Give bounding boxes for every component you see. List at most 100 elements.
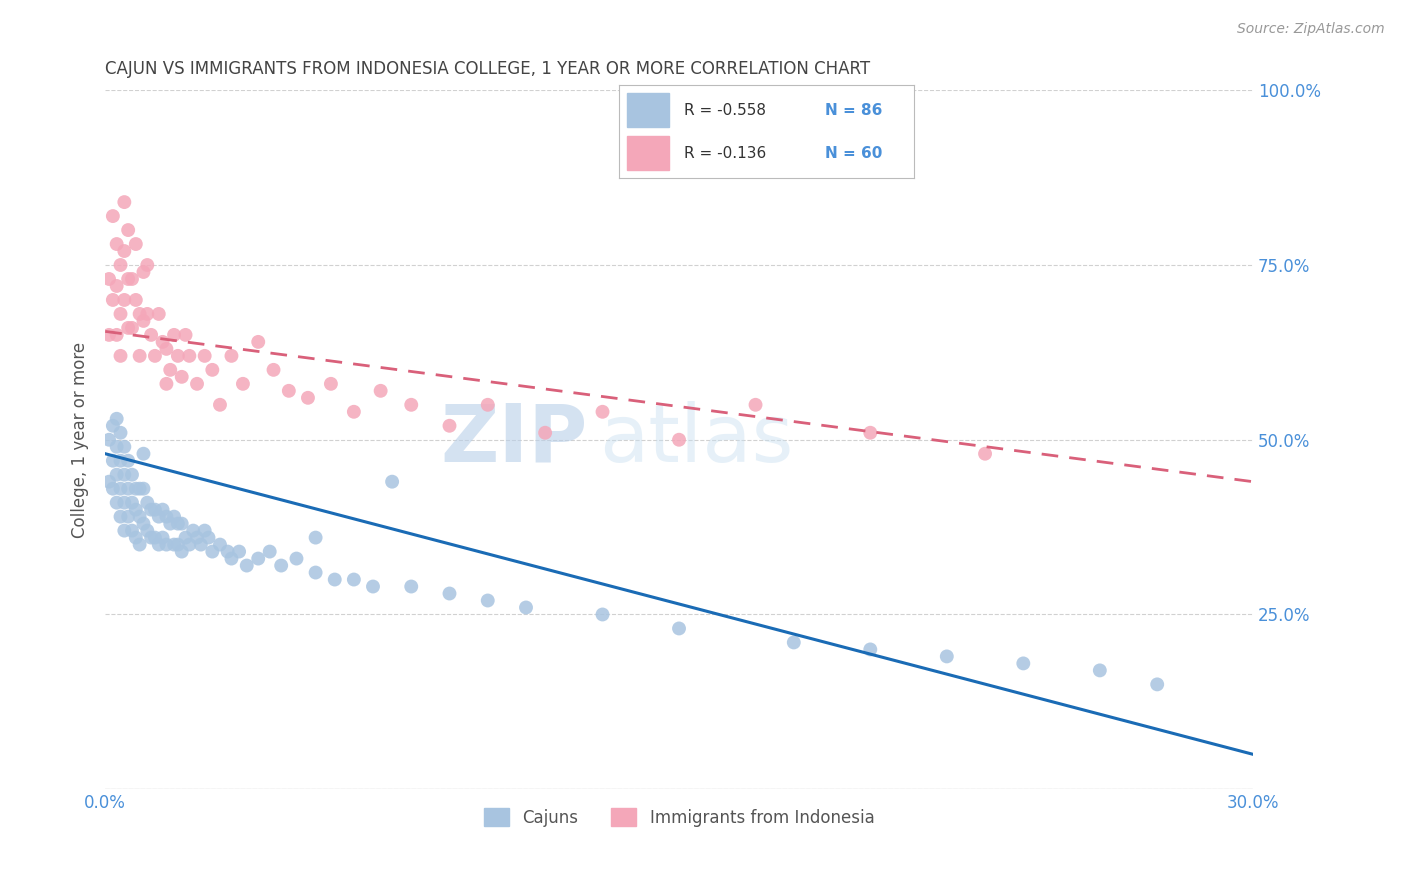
Point [112,467,135,482]
Point [190,538,212,552]
Point [136,258,159,272]
Point [110,482,132,496]
Point [152,334,174,349]
Point [128,538,150,552]
Point [110,307,132,321]
Point [167,516,190,531]
Point [179,538,201,552]
Point [668,433,690,447]
Point [128,482,150,496]
Point [399,398,422,412]
Point [186,531,208,545]
Point [197,531,219,545]
Point [117,453,139,467]
Point [370,384,392,398]
Point [247,551,270,566]
Point [744,398,766,412]
Point [155,538,177,552]
Point [247,334,270,349]
Point [125,531,148,545]
Point [297,391,319,405]
Point [98,475,121,489]
Point [110,453,132,467]
Point [208,538,231,552]
Point [477,398,499,412]
Point [128,307,150,321]
Point [167,349,190,363]
Point [935,649,957,664]
Point [136,524,159,538]
Point [323,573,346,587]
Point [132,265,155,279]
Point [110,258,132,272]
Point [105,440,128,454]
Point [228,544,250,558]
Point [1088,664,1111,678]
Point [132,516,155,531]
Point [105,496,128,510]
Point [139,502,162,516]
Point [112,195,135,210]
Point [152,531,174,545]
Point [110,349,132,363]
Point [155,342,177,356]
Point [125,482,148,496]
Point [101,209,124,223]
Point [101,482,124,496]
Point [101,418,124,433]
Point [477,593,499,607]
Point [121,524,143,538]
Point [439,586,461,600]
Point [181,524,204,538]
Legend: Cajuns, Immigrants from Indonesia: Cajuns, Immigrants from Indonesia [477,802,882,833]
Point [132,482,155,496]
Point [128,349,150,363]
Point [259,544,281,558]
Point [112,524,135,538]
Point [155,509,177,524]
Point [121,467,143,482]
Point [285,551,308,566]
Point [110,509,132,524]
Point [139,327,162,342]
Point [343,573,366,587]
Text: Source: ZipAtlas.com: Source: ZipAtlas.com [1237,22,1385,37]
Point [112,293,135,307]
Point [270,558,292,573]
Point [117,321,139,335]
Point [143,531,166,545]
Point [263,363,285,377]
Point [304,531,326,545]
Point [117,509,139,524]
Point [592,607,614,622]
Point [112,244,135,258]
Text: N = 86: N = 86 [825,103,883,118]
Point [136,496,159,510]
Point [163,538,186,552]
Point [439,418,461,433]
Bar [627,93,669,127]
Point [148,307,170,321]
Point [277,384,299,398]
Text: CAJUN VS IMMIGRANTS FROM INDONESIA COLLEGE, 1 YEAR OR MORE CORRELATION CHART: CAJUN VS IMMIGRANTS FROM INDONESIA COLLE… [105,60,870,78]
Point [105,411,128,425]
Point [208,398,231,412]
Point [117,272,139,286]
Point [101,293,124,307]
Point [399,580,422,594]
Point [515,600,537,615]
Point [105,237,128,252]
Point [148,509,170,524]
Point [132,314,155,328]
Point [304,566,326,580]
Point [110,425,132,440]
Text: R = -0.136: R = -0.136 [683,145,766,161]
Point [859,642,882,657]
Point [235,558,257,573]
Point [163,509,186,524]
Text: R = -0.558: R = -0.558 [683,103,766,118]
Y-axis label: College, 1 year or more: College, 1 year or more [72,342,89,538]
Point [1146,677,1168,691]
Point [98,327,121,342]
Text: atlas: atlas [599,401,793,479]
